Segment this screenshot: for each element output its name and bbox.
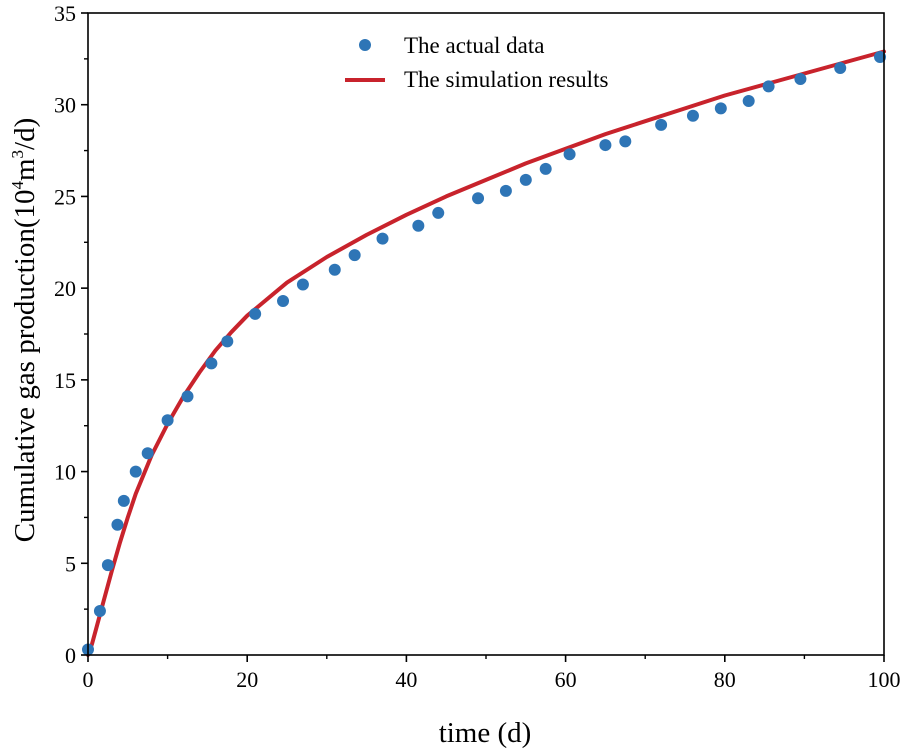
- y-tick-label: 5: [65, 551, 76, 576]
- actual-data-point: [742, 95, 755, 108]
- actual-data-point: [249, 307, 262, 320]
- y-axis: 0 5 10 15 20 25 30 35: [54, 1, 88, 668]
- x-tick-label: 20: [236, 667, 258, 692]
- actual-data-point: [472, 192, 485, 205]
- actual-data-point: [499, 184, 512, 197]
- actual-data-point: [794, 73, 807, 86]
- actual-data-point: [328, 263, 341, 276]
- actual-data-point: [141, 447, 154, 460]
- actual-data-point: [161, 414, 174, 427]
- actual-data-point: [762, 80, 775, 93]
- x-tick-label: 40: [395, 667, 417, 692]
- y-tick-label: 0: [65, 643, 76, 668]
- actual-data-point: [563, 148, 576, 161]
- legend-label-actual: The actual data: [404, 33, 544, 58]
- x-axis: 0 20 40 60 80 100: [83, 655, 901, 692]
- y-tick-label: 30: [54, 93, 76, 118]
- actual-data-point: [539, 162, 552, 175]
- actual-data-point: [686, 109, 699, 122]
- y-tick-label: 15: [54, 368, 76, 393]
- actual-data-point: [205, 357, 218, 370]
- x-axis-title: time (d): [439, 717, 532, 749]
- y-axis-title: Cumulative gas production(104m3/d): [8, 118, 41, 543]
- simulation-line: [86, 49, 886, 657]
- actual-data-point: [714, 102, 727, 115]
- actual-data-point: [117, 494, 130, 507]
- legend-label-simulation: The simulation results: [404, 67, 608, 92]
- actual-data-series: [82, 51, 887, 656]
- actual-data-point: [277, 294, 290, 307]
- actual-data-point: [599, 139, 612, 152]
- actual-data-point: [111, 518, 124, 531]
- actual-data-point: [129, 465, 142, 478]
- actual-data-point: [376, 232, 389, 245]
- legend-marker-actual: [359, 39, 371, 51]
- x-tick-label: 80: [714, 667, 736, 692]
- y-tick-label: 25: [54, 184, 76, 209]
- actual-data-point: [296, 278, 309, 291]
- x-tick-label: 0: [83, 667, 94, 692]
- legend: The actual data The simulation results: [345, 33, 608, 92]
- y-tick-label: 20: [54, 276, 76, 301]
- x-tick-label: 100: [868, 667, 901, 692]
- actual-data-point: [834, 62, 847, 75]
- actual-data-point: [432, 206, 445, 219]
- actual-data-point: [619, 135, 632, 148]
- simulation-series: [86, 49, 886, 657]
- plot-frame: [87, 12, 885, 656]
- actual-data-point: [655, 118, 668, 131]
- actual-data-point: [348, 249, 361, 262]
- actual-data-point: [519, 173, 532, 186]
- actual-data-point: [93, 604, 106, 617]
- actual-data-point: [101, 559, 114, 572]
- actual-data-point: [412, 219, 425, 232]
- actual-data-point: [874, 51, 887, 64]
- actual-data-point: [181, 390, 194, 403]
- x-tick-label: 60: [555, 667, 577, 692]
- actual-data-point: [221, 335, 234, 348]
- y-tick-label: 10: [54, 460, 76, 485]
- y-tick-label: 35: [54, 1, 76, 26]
